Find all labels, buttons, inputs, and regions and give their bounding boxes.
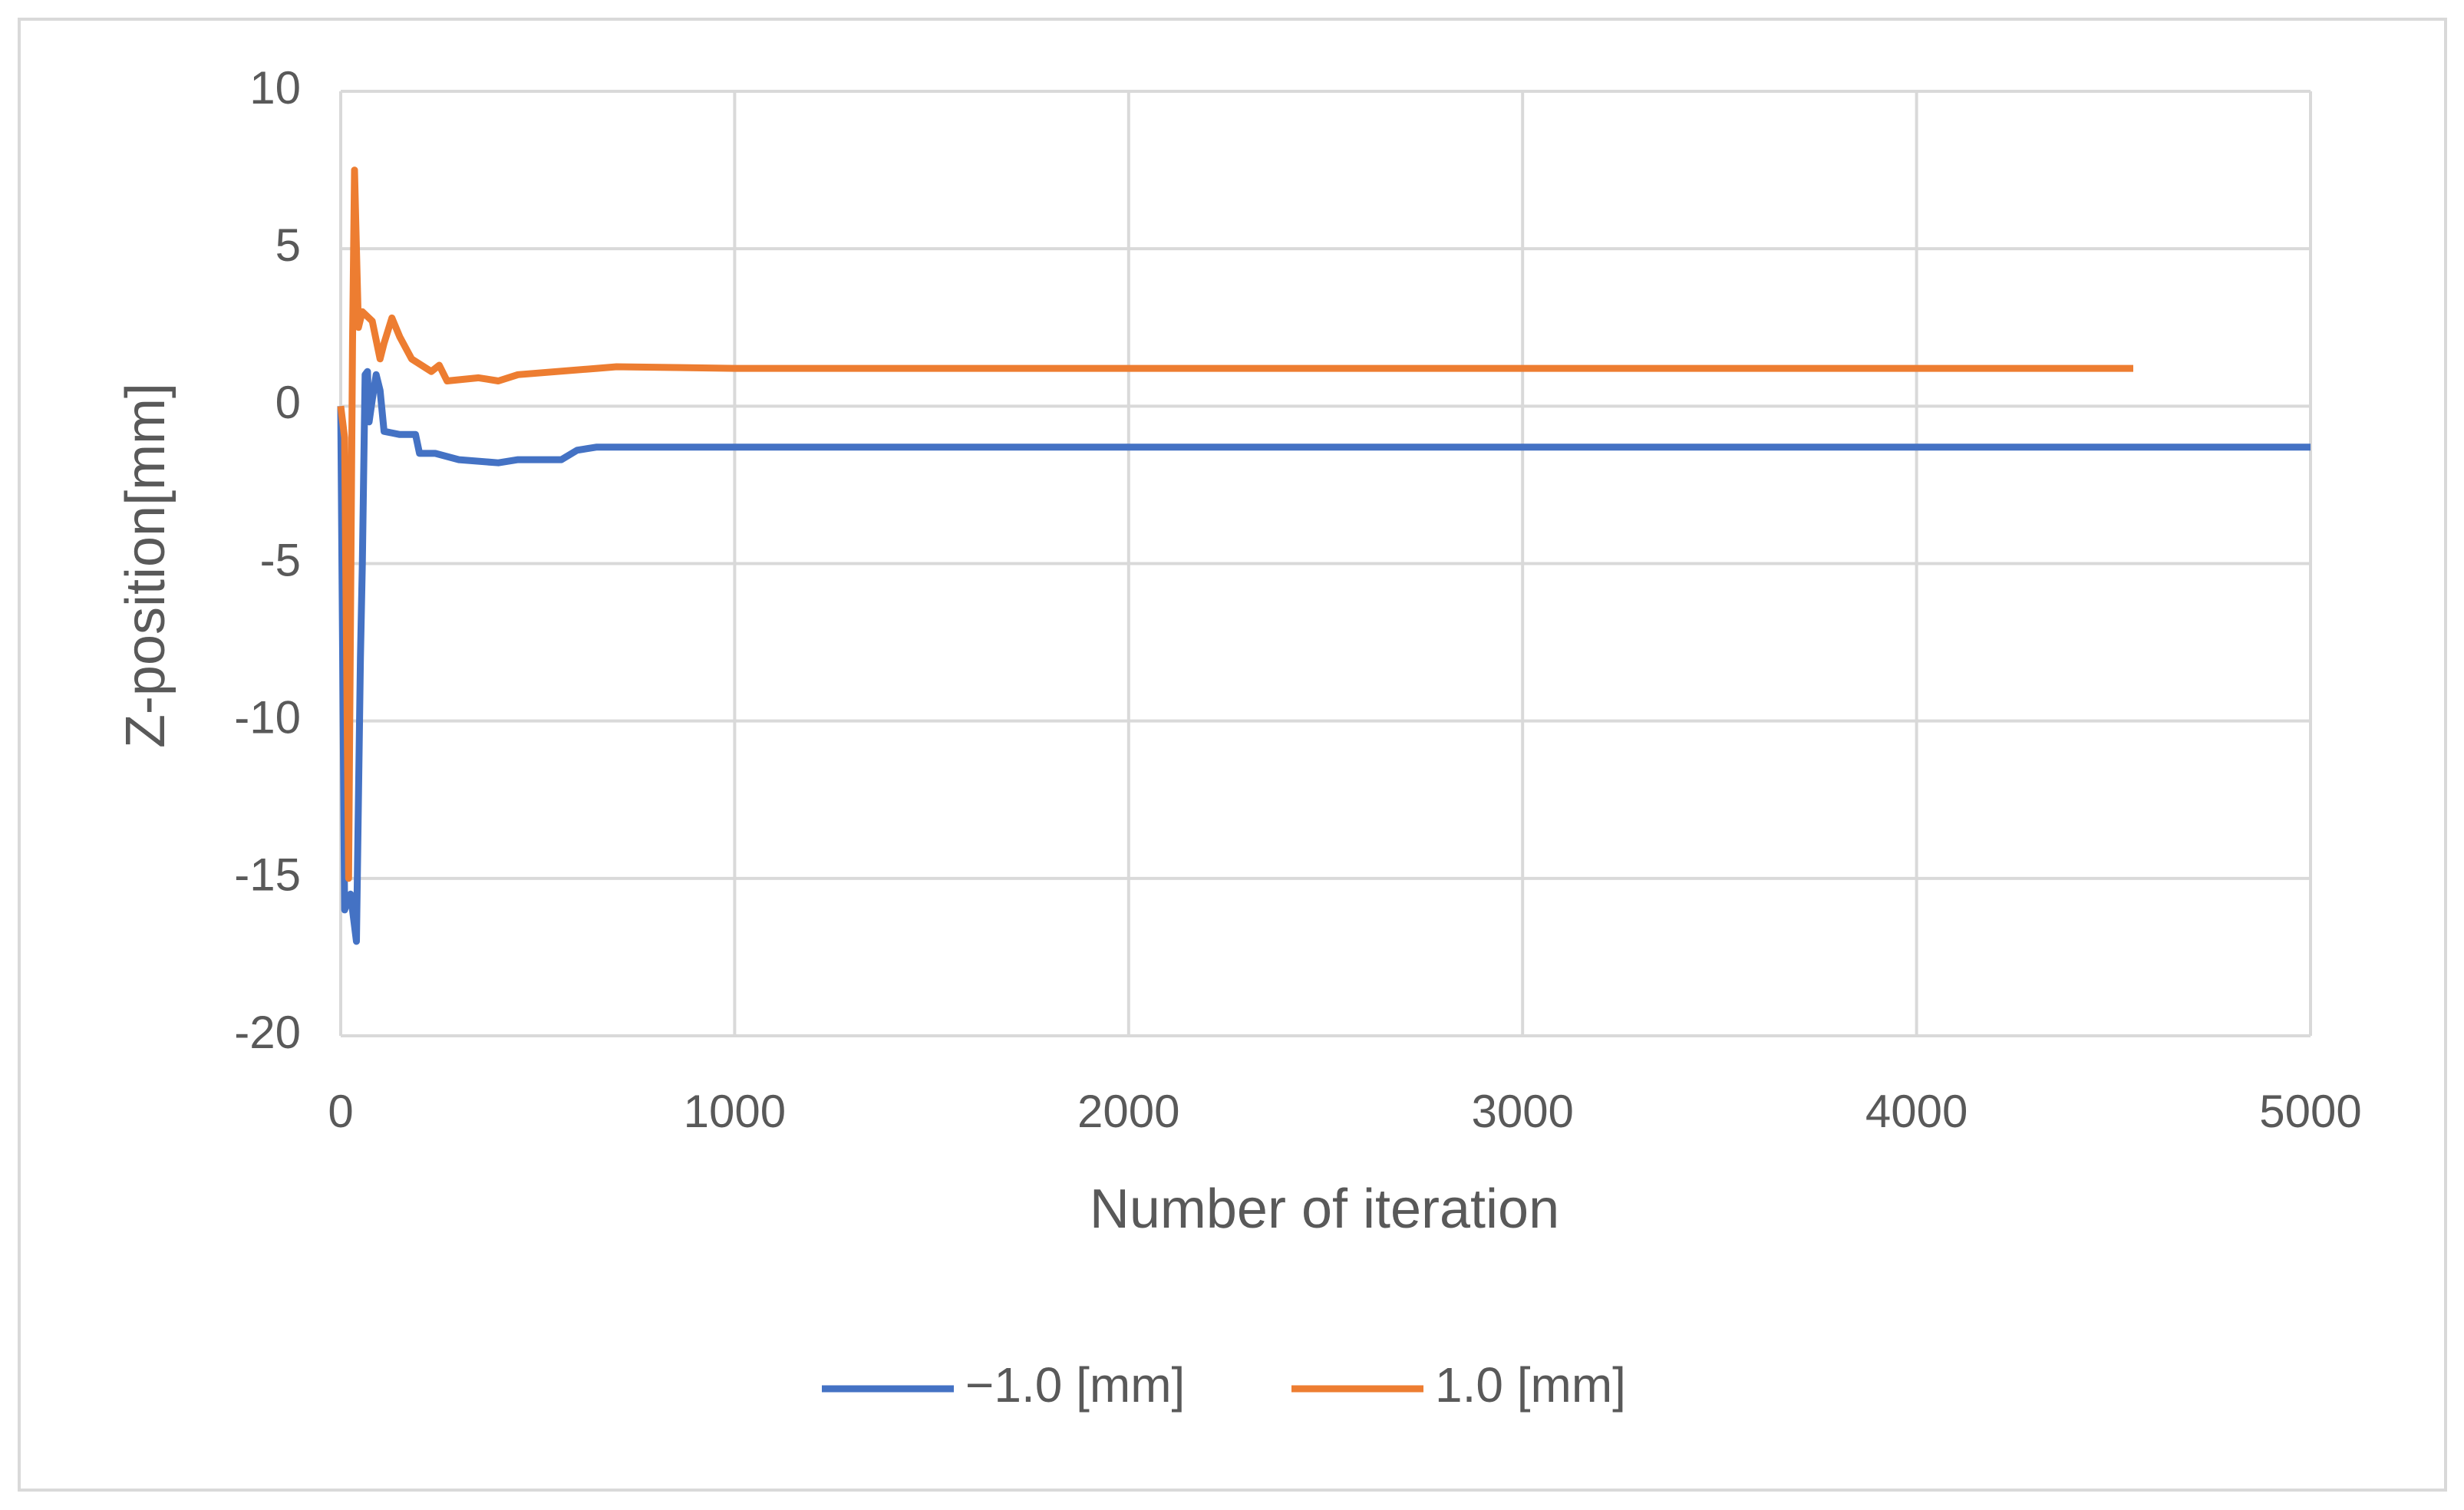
legend-label: 1.0 [mm] bbox=[1435, 1357, 1626, 1413]
x-tick-label: 2000 bbox=[1077, 1086, 1179, 1137]
legend-label: −1.0 [mm] bbox=[965, 1357, 1185, 1413]
y-tick-label: -15 bbox=[234, 849, 301, 901]
x-tick-label: 1000 bbox=[684, 1086, 786, 1137]
data-line bbox=[337, 166, 2133, 882]
y-tick-label: 5 bbox=[275, 219, 301, 271]
y-tick-label: -20 bbox=[234, 1007, 301, 1058]
x-axis-title: Number of iteration bbox=[1090, 1179, 1559, 1240]
y-tick-label: -5 bbox=[260, 534, 301, 585]
x-tick-label: 4000 bbox=[1865, 1086, 1968, 1137]
x-tick-label: 5000 bbox=[2259, 1086, 2361, 1137]
chart-frame bbox=[18, 18, 2447, 1492]
y-axis-title: Z-position[mm] bbox=[115, 383, 176, 748]
x-tick-label: 3000 bbox=[1471, 1086, 1573, 1137]
y-tick-label: 0 bbox=[275, 377, 301, 428]
y-tick-label: 10 bbox=[249, 62, 301, 114]
data-line bbox=[337, 368, 2311, 945]
y-tick-label: -10 bbox=[234, 692, 301, 743]
x-tick-label: 0 bbox=[328, 1086, 353, 1137]
